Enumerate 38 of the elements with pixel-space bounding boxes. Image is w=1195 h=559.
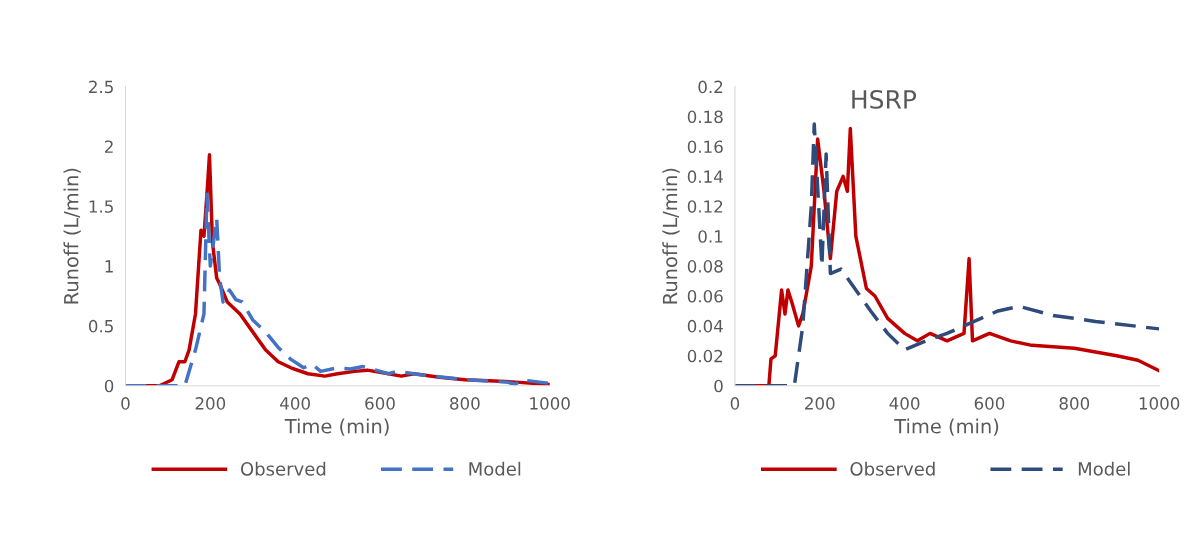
x-tick-label: 400 <box>889 397 920 410</box>
y-tick-label: 1.5 <box>89 200 113 213</box>
x-tick-label: 0 <box>730 397 740 410</box>
y-tick-label: 0.16 <box>687 140 723 154</box>
chart-title: HSRP <box>852 89 917 109</box>
x-tick-label: 400 <box>280 397 310 410</box>
y-tick-label: 1 <box>105 260 113 273</box>
x-tick-label: 800 <box>1059 397 1090 410</box>
y-tick-label: 0.06 <box>687 289 723 303</box>
y-tick-label: 0.5 <box>88 319 113 333</box>
legend-label: Observed <box>240 461 326 476</box>
y-axis-title: Runoff (L/min) <box>662 168 680 304</box>
y-tick-label: 2 <box>104 140 113 153</box>
y-tick-label: 0 <box>104 379 114 393</box>
x-tick-label: 1000 <box>1139 397 1180 410</box>
x-tick-label: 1000 <box>530 397 570 410</box>
x-axis-title: Time (min) <box>894 418 999 436</box>
y-tick-label: 0.12 <box>687 200 723 213</box>
legend-label: Model <box>469 461 521 476</box>
x-tick-label: 200 <box>195 397 226 410</box>
y-tick-label: 0.14 <box>687 170 723 183</box>
y-tick-label: 0.2 <box>698 80 723 94</box>
x-tick-label: 600 <box>365 397 395 410</box>
y-tick-label: 0.1 <box>698 230 723 243</box>
x-tick-label: 800 <box>450 397 480 410</box>
legend-label: Observed <box>850 461 935 476</box>
y-tick-label: 2.5 <box>89 80 113 94</box>
y-tick-label: 0 <box>714 379 723 393</box>
x-axis-title: Time (min) <box>284 418 389 436</box>
y-tick-label: 0.08 <box>687 260 723 273</box>
y-tick-label: 0.18 <box>687 110 723 124</box>
y-tick-label: 0.02 <box>687 349 723 363</box>
y-axis-title: Runoff (L/min) <box>63 168 81 304</box>
legend-label: Model <box>1078 461 1130 476</box>
x-tick-label: 200 <box>805 397 835 410</box>
y-tick-label: 0.04 <box>687 319 723 333</box>
x-tick-label: 600 <box>974 397 1005 410</box>
x-tick-label: 0 <box>121 397 130 410</box>
